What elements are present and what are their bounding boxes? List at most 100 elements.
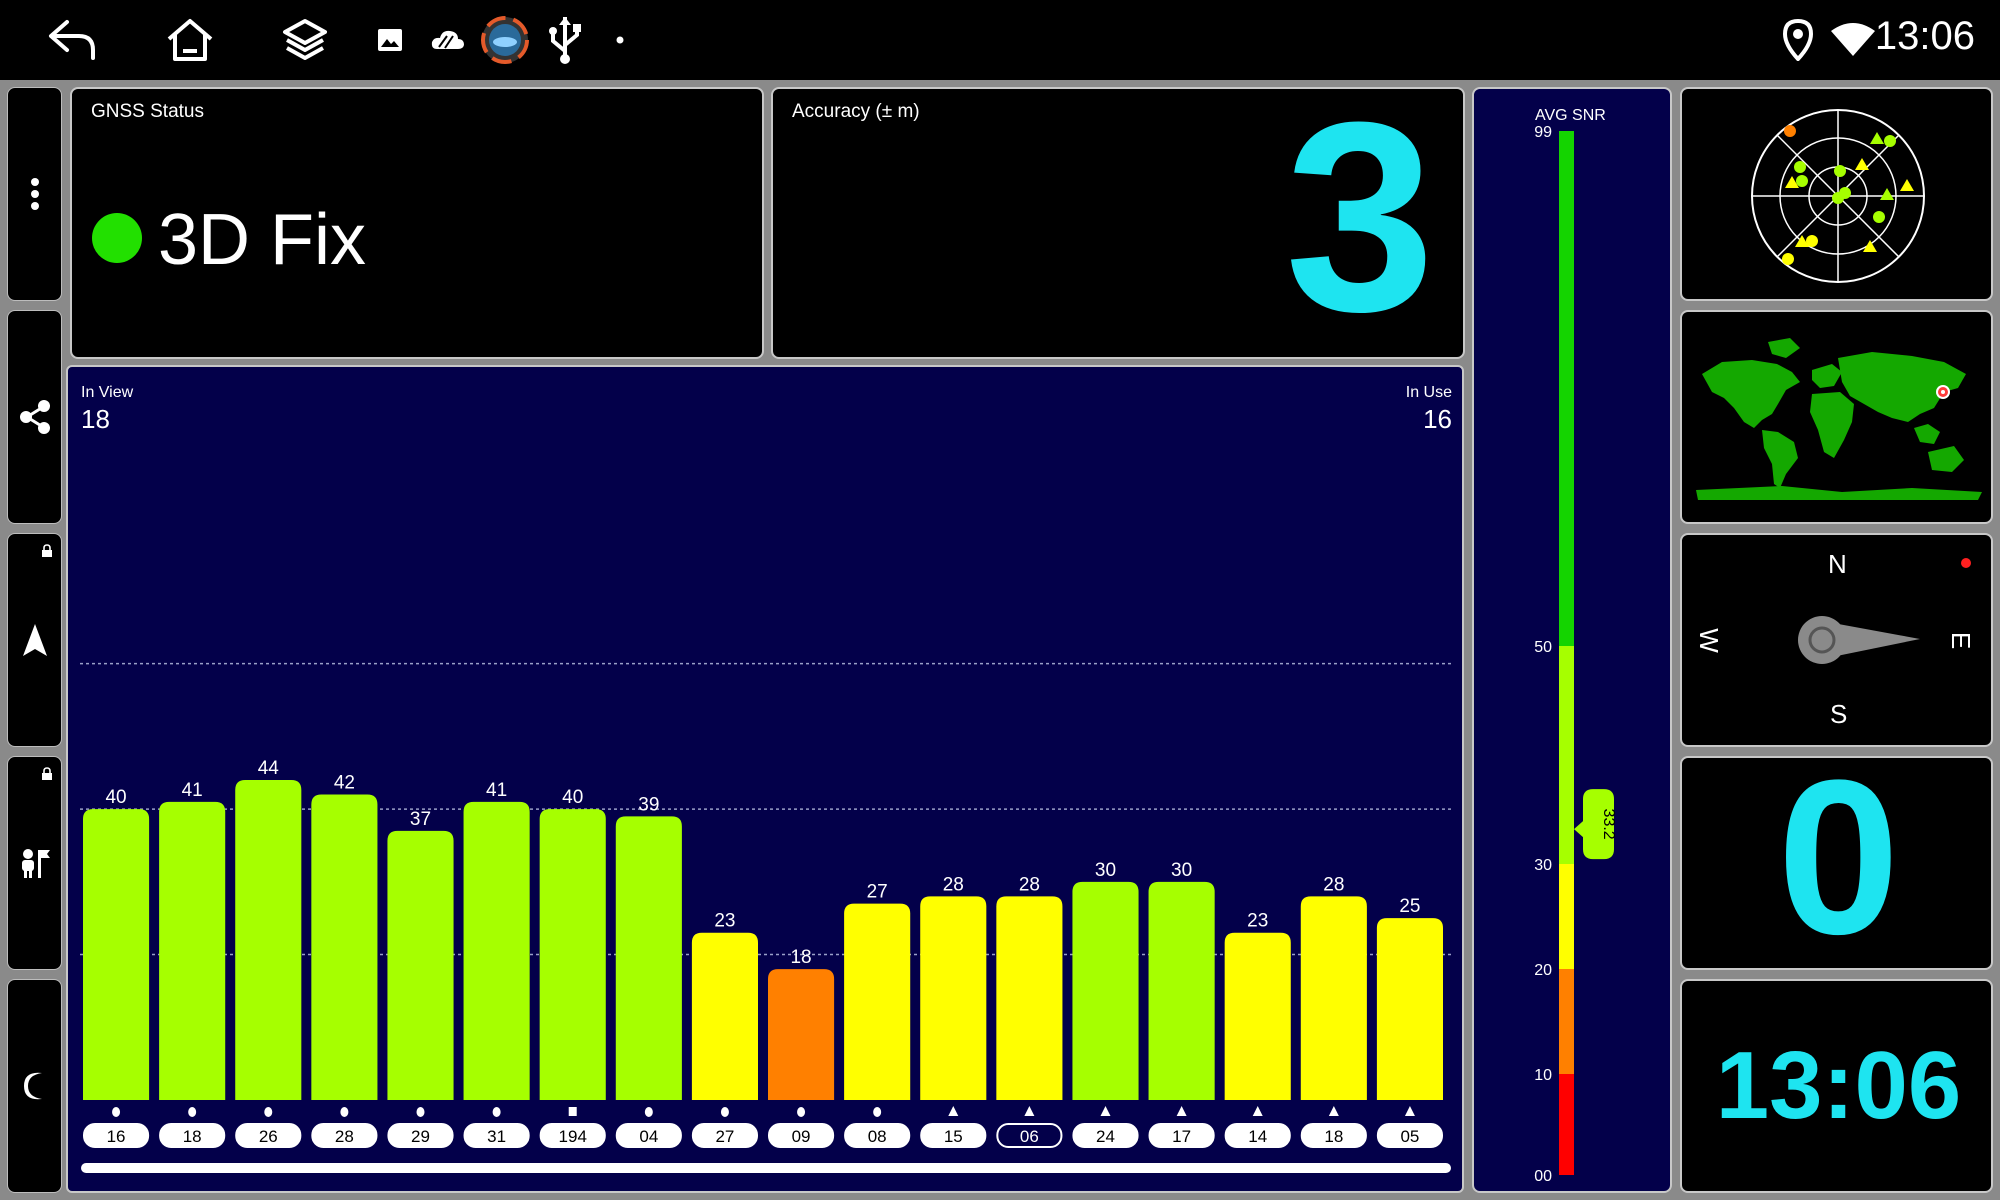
back-icon[interactable] <box>42 0 102 80</box>
world-map-panel[interactable] <box>1680 310 1993 524</box>
prn-pill[interactable] <box>768 1123 835 1148</box>
snr-bar-value: 40 <box>105 787 126 808</box>
location-pin-icon <box>1778 0 1818 80</box>
constellation-marker <box>1252 1106 1263 1116</box>
gauge-segment <box>1559 646 1574 864</box>
accuracy-panel[interactable]: Accuracy (± m) 3 <box>771 87 1465 359</box>
fix-status-value: 3D Fix <box>158 200 367 280</box>
prn-label: 24 <box>1096 1127 1115 1146</box>
gnss-status-panel[interactable]: GNSS Status 3D Fix <box>70 87 764 359</box>
sky-plot-panel[interactable] <box>1680 87 1993 301</box>
prn-pill[interactable] <box>387 1123 454 1148</box>
world-map <box>1696 338 1982 500</box>
snr-bar[interactable] <box>615 816 682 1100</box>
people-button[interactable] <box>7 756 62 970</box>
constellation-marker <box>797 1107 806 1117</box>
compass-panel[interactable]: N S E W <box>1680 533 1993 747</box>
snr-bar[interactable] <box>235 780 302 1100</box>
snr-bar[interactable] <box>83 809 150 1100</box>
snr-bar[interactable] <box>159 801 226 1100</box>
prn-label: 194 <box>559 1127 587 1146</box>
snr-bar[interactable] <box>463 801 530 1100</box>
prn-pill[interactable] <box>615 1123 682 1148</box>
clock-panel[interactable]: 13:06 <box>1680 979 1993 1193</box>
snr-bar[interactable] <box>1072 881 1139 1100</box>
snr-bar-value: 28 <box>1323 874 1344 895</box>
prn-label: 08 <box>868 1127 887 1146</box>
constellation-marker <box>1100 1106 1111 1116</box>
prn-pill[interactable] <box>539 1123 606 1148</box>
gauge-segment <box>1559 131 1574 646</box>
snr-bar[interactable] <box>1376 918 1443 1100</box>
snr-bar[interactable] <box>691 932 758 1100</box>
snr-bar[interactable] <box>844 903 911 1100</box>
prn-label: 17 <box>1172 1127 1191 1146</box>
home-icon[interactable] <box>160 0 220 80</box>
clock-value: 13:06 <box>1715 1032 1962 1139</box>
prn-pill[interactable] <box>1376 1123 1444 1148</box>
people-icon <box>21 849 50 878</box>
in-use-count: 16 <box>1423 404 1452 434</box>
snr-bar-value: 28 <box>1019 874 1040 895</box>
gauge-tick-label: 10 <box>1534 1067 1552 1084</box>
lock-icon <box>42 544 52 557</box>
snr-bar-value: 40 <box>562 787 583 808</box>
satellite-snr-chart[interactable]: 40 16 41 18 44 26 42 28 37 29 41 31 40 194 39 04 23 27 18 0… <box>66 365 1464 1193</box>
constellation-marker <box>1024 1106 1035 1116</box>
prn-label: 05 <box>1400 1127 1419 1146</box>
snr-bar[interactable] <box>1148 881 1215 1100</box>
avg-snr-gauge: 99 50 30 20 10 00 33.2 AVG SNR <box>1472 87 1672 1193</box>
snr-bar[interactable] <box>387 830 454 1100</box>
snr-bar[interactable] <box>1224 932 1291 1100</box>
prn-pill[interactable] <box>159 1123 226 1148</box>
prn-pill[interactable] <box>920 1123 987 1148</box>
prn-label: 14 <box>1248 1127 1267 1146</box>
constellation-marker <box>720 1107 729 1117</box>
constellation-marker <box>340 1107 349 1117</box>
prn-pill[interactable] <box>311 1123 378 1148</box>
constellation-marker <box>948 1106 959 1116</box>
compass-needle <box>1798 616 1920 664</box>
prn-pill[interactable] <box>235 1123 302 1148</box>
share-icon <box>19 400 50 434</box>
prn-pill[interactable] <box>691 1123 759 1148</box>
prn-pill[interactable] <box>1224 1123 1291 1148</box>
satellite-count-panel[interactable]: 0 <box>1680 756 1993 970</box>
prn-label: 18 <box>1324 1127 1343 1146</box>
horizontal-scrollbar[interactable] <box>81 1163 1451 1173</box>
prn-pill[interactable] <box>844 1123 911 1148</box>
constellation-marker <box>1328 1106 1339 1116</box>
snr-bar[interactable] <box>539 809 606 1100</box>
snr-bar-value: 28 <box>943 874 964 895</box>
navigation-arrow-icon <box>22 624 47 656</box>
prn-label: 16 <box>107 1127 126 1146</box>
snr-bar-value: 30 <box>1095 860 1116 881</box>
share-button[interactable] <box>7 310 62 524</box>
prn-label: 26 <box>259 1127 278 1146</box>
prn-pill[interactable] <box>83 1123 150 1148</box>
constellation-marker <box>1404 1106 1415 1116</box>
snr-bar[interactable] <box>1300 896 1367 1100</box>
prn-pill[interactable] <box>463 1123 530 1148</box>
snr-bar-value: 37 <box>410 809 431 830</box>
snr-bar-value: 30 <box>1171 860 1192 881</box>
snr-bar[interactable] <box>920 896 987 1100</box>
night-mode-button[interactable] <box>7 979 62 1193</box>
status-bar: 13:06 <box>0 0 2000 80</box>
app-icon <box>480 0 530 80</box>
constellation-marker <box>1176 1106 1187 1116</box>
prn-pill[interactable] <box>1148 1123 1215 1148</box>
snr-bar[interactable] <box>311 794 378 1100</box>
wifi-icon <box>1828 0 1878 80</box>
snr-bar[interactable] <box>996 896 1063 1100</box>
snr-bar-value: 18 <box>790 947 811 968</box>
layers-icon[interactable] <box>275 0 335 80</box>
prn-label: 31 <box>487 1127 506 1146</box>
navigation-button[interactable] <box>7 533 62 747</box>
prn-pill[interactable] <box>1072 1123 1139 1148</box>
prn-pill[interactable] <box>996 1123 1063 1148</box>
prn-pill[interactable] <box>1300 1123 1367 1148</box>
snr-bar[interactable] <box>768 969 835 1100</box>
snr-bar-value: 27 <box>867 882 888 903</box>
menu-button[interactable] <box>7 87 62 301</box>
